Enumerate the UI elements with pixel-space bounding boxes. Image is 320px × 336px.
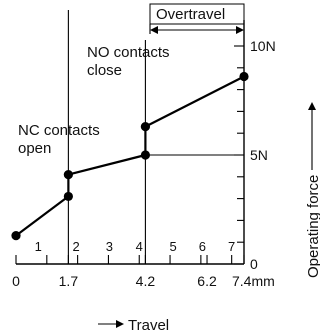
overtravel-arrow-right [236, 26, 244, 34]
position-number: 7 [228, 239, 235, 254]
no-contacts-label-line1: NO contacts [87, 44, 170, 61]
x-tick-label: 1.7 [59, 273, 79, 289]
overtravel-label: Overtravel [156, 6, 225, 23]
overtravel-box [149, 3, 245, 25]
y-tick-label: 5N [250, 147, 268, 163]
data-point [239, 71, 249, 82]
position-number: 4 [136, 239, 143, 254]
data-point [63, 191, 73, 202]
overtravel-arrow-left [150, 26, 158, 34]
no-contacts-label-line2: close [87, 62, 122, 79]
data-point [11, 231, 21, 241]
force-curve [15, 75, 245, 237]
position-number: 6 [199, 239, 206, 254]
nc-contacts-label-line1: NC contacts [18, 122, 100, 139]
nc-contacts-label-line2: open [18, 140, 51, 157]
tick-marks [15, 45, 245, 265]
force-arrow-head [308, 102, 316, 110]
position-number: 5 [170, 239, 177, 254]
data-points [11, 71, 249, 241]
x-axis-caption: Travel [128, 317, 169, 334]
position-number: 3 [106, 239, 113, 254]
data-point [140, 122, 151, 132]
data-point [63, 170, 73, 180]
x-tick-label: 7.4mm [232, 273, 275, 289]
x-tick-label: 4.2 [136, 273, 156, 289]
x-tick-label: 0 [12, 273, 20, 289]
position-number: 2 [72, 239, 79, 254]
y-axis-caption: Operating force [305, 175, 320, 278]
x-tick-label: 6.2 [197, 273, 217, 289]
data-point [140, 150, 151, 160]
y-tick-label: 0 [250, 256, 258, 272]
travel-arrow-head [116, 320, 124, 328]
position-number: 1 [35, 239, 42, 254]
y-tick-label: 10N [250, 38, 276, 54]
